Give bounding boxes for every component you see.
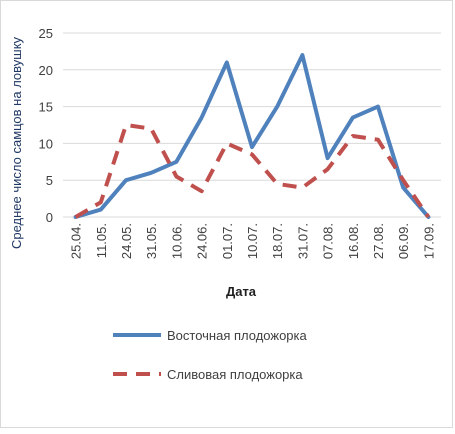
x-tick-label: 07.08. (321, 223, 336, 259)
y-tick-label: 20 (39, 63, 53, 78)
x-tick-label: 17.09. (421, 223, 436, 259)
legend-label-1: Восточная плодожорка (167, 328, 308, 343)
x-tick-labels: 25.04. 11.05. 24.05. 31.05. 10.06. 24.06. 01.0… (69, 223, 437, 259)
x-tick-label: 27.08. (371, 223, 386, 259)
series-line-2 (74, 123, 431, 219)
x-tick-label: 16.08. (346, 223, 361, 259)
x-tick-label: 25.04. (69, 223, 84, 259)
x-tick-label: 24.05. (119, 223, 134, 259)
series-line-1 (73, 53, 431, 219)
x-tick-label: 01.07. (220, 223, 235, 259)
y-tick-labels: 0 5 10 15 20 25 (39, 26, 53, 225)
x-tick-label: 10.07. (245, 223, 260, 259)
series-lines (73, 53, 431, 219)
x-tick-label: 18.07. (270, 223, 285, 259)
y-tick-label: 5 (46, 173, 53, 188)
y-axis-label: Среднее число самцов на ловушку (9, 36, 24, 249)
x-axis-label: Дата (226, 284, 257, 299)
x-tick-label: 31.07. (295, 223, 310, 259)
x-tick-label: 06.09. (396, 223, 411, 259)
y-tick-label: 25 (39, 26, 53, 41)
y-tick-label: 0 (46, 210, 53, 225)
x-tick-label: 11.05. (94, 223, 109, 258)
legend-label-2: Сливовая плодожорка (167, 367, 303, 382)
x-tick-label: 24.06. (195, 223, 210, 259)
legend: Восточная плодожорка Сливовая плодожорка (113, 328, 308, 382)
x-tick-label: 31.05. (144, 223, 159, 259)
y-tick-label: 10 (39, 136, 53, 151)
y-tick-label: 15 (39, 100, 53, 115)
x-tick-label: 10.06. (169, 223, 184, 259)
